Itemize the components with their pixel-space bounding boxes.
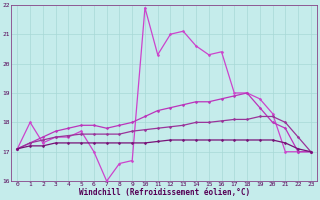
X-axis label: Windchill (Refroidissement éolien,°C): Windchill (Refroidissement éolien,°C) [78,188,250,197]
